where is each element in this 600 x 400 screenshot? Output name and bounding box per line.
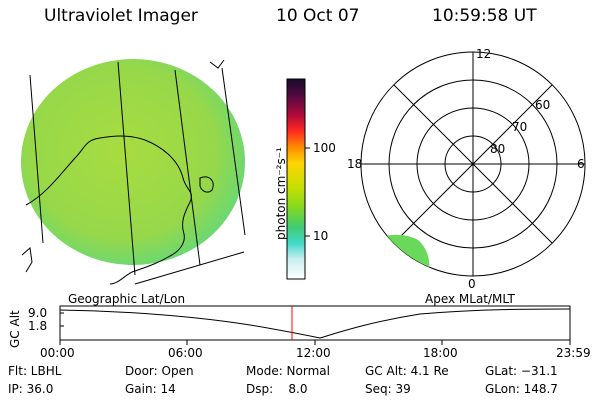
time-tick-1800: 18:00 — [423, 346, 458, 360]
altitude-tick-9: 9.0 — [28, 306, 48, 320]
time-tick-2359: 23:59 — [556, 346, 591, 360]
time-tick-0000: 00:00 — [40, 346, 75, 360]
info-filter: Flt: LBHL — [8, 364, 62, 378]
lat-label-60: 60 — [535, 98, 551, 112]
time-tick-1200: 12:00 — [296, 346, 331, 360]
earth-image — [21, 59, 246, 285]
colorbar-label: photon cm⁻²s⁻¹ — [274, 147, 288, 240]
info-door: Door: Open — [125, 364, 194, 378]
mlt-label-6: 6 — [577, 157, 585, 171]
app-title: Ultraviolet Imager — [44, 6, 198, 26]
colorbar — [286, 78, 310, 280]
colorbar-tick-10: 10 — [313, 229, 329, 243]
altitude-tick-1-8: 1.8 — [28, 319, 48, 333]
header-time: 10:59:58 UT — [432, 6, 537, 26]
info-dsp: Dsp: 8.0 — [246, 382, 308, 396]
mlt-label-0: 0 — [468, 277, 476, 291]
info-ip: IP: 36.0 — [8, 382, 54, 396]
info-gc-alt: GC Alt: 4.1 Re — [365, 364, 449, 378]
altitude-plot — [59, 305, 571, 345]
lat-label-70: 70 — [512, 120, 528, 134]
altitude-axis-label: GC Alt — [8, 310, 22, 348]
info-glon: GLon: 148.7 — [485, 382, 558, 396]
colorbar-tick-100: 100 — [313, 141, 336, 155]
info-mode: Mode: Normal — [246, 364, 330, 378]
projection-right-label: Apex MLat/MLT — [425, 292, 515, 306]
info-seq: Seq: 39 — [365, 382, 411, 396]
info-gain: Gain: 14 — [125, 382, 176, 396]
info-glat: GLat: −31.1 — [485, 364, 558, 378]
polar-plot — [360, 51, 586, 277]
mlt-label-18: 18 — [347, 157, 363, 171]
header-date: 10 Oct 07 — [276, 6, 360, 26]
projection-left-label: Geographic Lat/Lon — [68, 292, 186, 306]
mlt-label-12: 12 — [476, 47, 492, 61]
time-tick-0600: 06:00 — [168, 346, 203, 360]
lat-label-80: 80 — [490, 142, 506, 156]
